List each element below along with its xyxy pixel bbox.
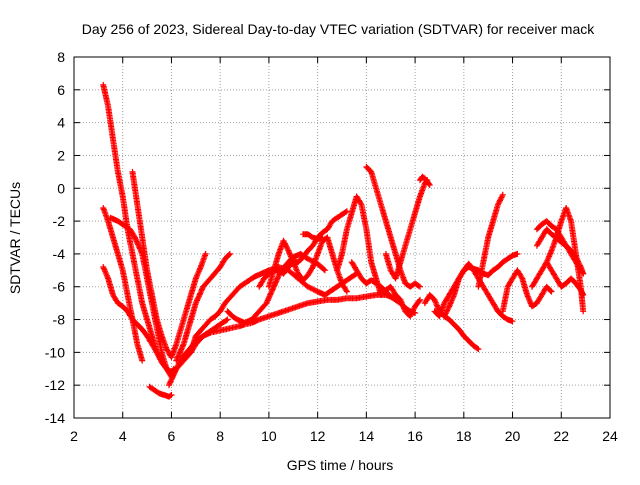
- grid-lines: [74, 57, 610, 418]
- data-marker-path: [129, 168, 209, 361]
- y-tick-label: 8: [57, 49, 65, 65]
- series-track-22: [475, 191, 506, 290]
- series-track-15: [348, 259, 399, 303]
- y-tick-label: 4: [57, 115, 65, 131]
- data-marker-path: [100, 205, 146, 364]
- series-track-7: [166, 291, 419, 389]
- data-marker-path: [173, 250, 233, 364]
- series-track-13: [300, 231, 326, 243]
- series-track-5: [129, 168, 209, 361]
- series-track-21: [441, 260, 516, 325]
- y-tick-label: -12: [45, 377, 65, 393]
- series-track-18: [417, 173, 433, 188]
- data-series: [100, 81, 587, 400]
- data-marker-path: [382, 177, 431, 282]
- x-tick-label: 18: [456, 428, 472, 444]
- x-tick-label: 22: [553, 428, 569, 444]
- data-marker-path: [441, 260, 516, 325]
- axes: 2 4 6 8 10 12 14 16 18 20 22 24-14-12-10-8-6-4-2024…: [45, 49, 618, 444]
- series-track-6: [146, 383, 175, 400]
- chart-title: Day 256 of 2023, Sidereal Day-to-day VTE…: [82, 21, 595, 37]
- data-marker-path: [300, 231, 326, 243]
- x-tick-label: 24: [602, 428, 618, 444]
- series-track-17: [382, 177, 431, 282]
- y-axis-label: SDTVAR / TECUs: [7, 182, 23, 294]
- data-marker-path: [166, 291, 419, 389]
- series-track-8: [173, 250, 233, 364]
- y-tick-label: -10: [45, 344, 65, 360]
- data-marker-path: [475, 191, 506, 290]
- x-tick-label: 14: [359, 428, 375, 444]
- y-tick-label: -8: [53, 312, 66, 328]
- series-track-23: [499, 267, 555, 315]
- x-tick-label: 10: [261, 428, 277, 444]
- x-tick-label: 12: [310, 428, 326, 444]
- y-tick-label: -2: [53, 213, 66, 229]
- data-marker-path: [348, 259, 399, 303]
- plot-frame: [73, 56, 611, 419]
- series-track-27: [533, 218, 587, 277]
- x-axis-label: GPS time / hours: [287, 457, 394, 473]
- data-marker-path: [533, 218, 587, 277]
- series-track-26: [543, 205, 587, 315]
- x-tick-label: 8: [216, 428, 224, 444]
- data-marker-path: [543, 205, 587, 315]
- data-marker-path: [417, 173, 433, 188]
- y-tick-label: 6: [57, 82, 65, 98]
- y-tick-label: 2: [57, 147, 65, 163]
- x-tick-label: 20: [505, 428, 521, 444]
- series-track-16: [363, 163, 423, 290]
- x-tick-label: 4: [119, 428, 127, 444]
- y-tick-label: -14: [45, 410, 65, 426]
- y-tick-label: -6: [53, 279, 66, 295]
- data-marker-path: [146, 383, 175, 400]
- x-tick-label: 2: [70, 428, 78, 444]
- series-track-2: [100, 205, 146, 364]
- x-tick-label: 6: [168, 428, 176, 444]
- y-tick-label: -4: [53, 246, 66, 262]
- data-marker-path: [363, 163, 423, 290]
- x-tick-label: 16: [407, 428, 423, 444]
- y-tick-label: 0: [57, 180, 65, 196]
- data-marker-path: [499, 267, 555, 315]
